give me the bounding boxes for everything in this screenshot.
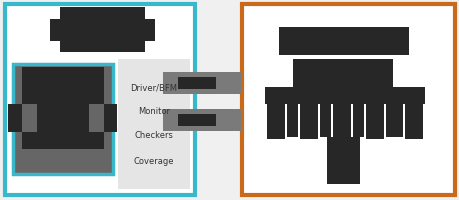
Text: Coverage: Coverage xyxy=(134,157,174,166)
Bar xyxy=(365,104,383,139)
Bar xyxy=(101,104,117,132)
Bar xyxy=(279,28,408,56)
Bar xyxy=(60,8,145,53)
Bar xyxy=(118,60,190,189)
Text: Checkers: Checkers xyxy=(134,131,173,140)
Bar xyxy=(162,109,241,131)
Bar xyxy=(22,104,37,132)
Bar xyxy=(402,104,424,139)
Bar xyxy=(22,85,104,149)
Bar xyxy=(266,104,285,139)
Bar xyxy=(89,104,104,132)
Bar xyxy=(50,20,62,42)
Bar xyxy=(297,104,319,139)
Bar xyxy=(326,137,359,184)
Bar xyxy=(13,65,113,174)
Bar xyxy=(299,104,317,139)
Bar xyxy=(162,73,241,95)
Bar xyxy=(178,78,216,90)
Bar xyxy=(264,104,286,139)
Bar xyxy=(241,5,454,195)
Text: Driver/BFM: Driver/BFM xyxy=(130,83,177,92)
Bar xyxy=(330,104,352,139)
Text: Monitor: Monitor xyxy=(138,107,170,116)
Bar xyxy=(292,60,392,104)
Bar xyxy=(143,20,155,42)
Bar xyxy=(332,104,350,139)
Bar xyxy=(8,104,24,132)
Bar xyxy=(264,88,424,137)
Bar xyxy=(178,114,216,126)
Bar xyxy=(5,5,195,195)
Bar xyxy=(363,104,385,139)
Bar xyxy=(404,104,422,139)
Bar xyxy=(22,68,104,88)
